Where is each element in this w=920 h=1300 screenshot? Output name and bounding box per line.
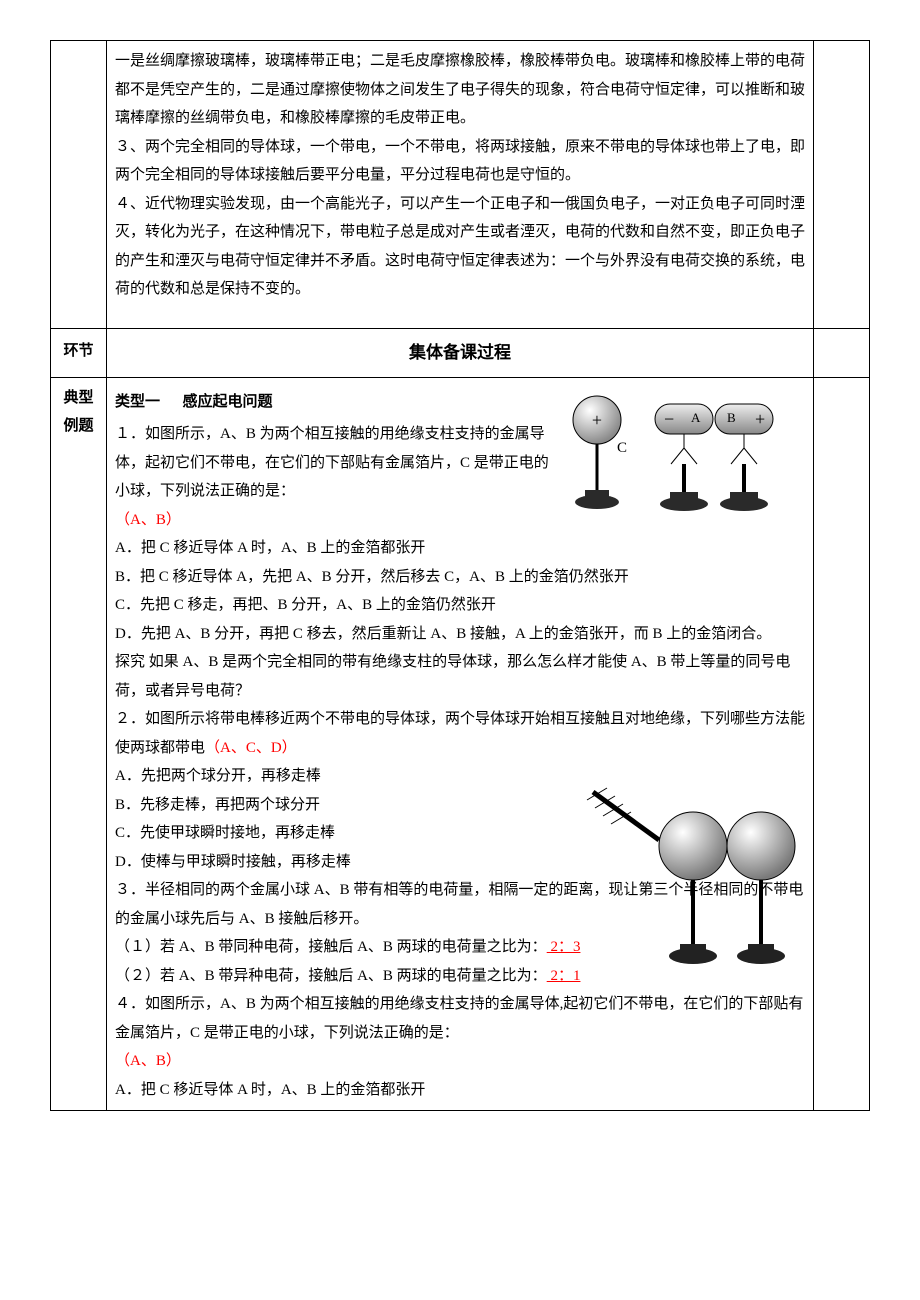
fig1-minus: − bbox=[664, 409, 674, 429]
q2-b: B．先移走棒，再把两个球分开 bbox=[115, 791, 575, 820]
upper-right-cell bbox=[814, 41, 870, 329]
header-center: 集体备课过程 bbox=[107, 328, 814, 377]
row-upper: 一是丝绸摩擦玻璃棒，玻璃棒带正电；二是毛皮摩擦橡胶棒，橡胶棒带负电。玻璃棒和橡胶… bbox=[51, 41, 870, 329]
type1-title-a: 类型一 bbox=[115, 394, 160, 410]
q2-d: D．使棒与甲球瞬时接触，再移走棒 bbox=[115, 848, 575, 877]
upper-p2: ３、两个完全相同的导体球，一个带电，一个不带电，将两球接触，原来不带电的导体球也… bbox=[115, 133, 805, 190]
upper-p3: ４、近代物理实验发现，由一个高能光子，可以产生一个正电子和一俄国负电子，一对正负… bbox=[115, 190, 805, 304]
lower-label: 典型 例题 bbox=[51, 377, 107, 1111]
q1-stem: １．如图所示，A、B 为两个相互接触的用绝缘支柱支持的金属导体，起初它们不带电，… bbox=[115, 420, 555, 506]
upper-left-cell bbox=[51, 41, 107, 329]
q4-ans: （A、B） bbox=[115, 1047, 805, 1076]
fig1-label-b: B bbox=[727, 410, 736, 425]
lower-right-cell bbox=[814, 377, 870, 1111]
upper-p1: 一是丝绸摩擦玻璃棒，玻璃棒带正电；二是毛皮摩擦橡胶棒，橡胶棒带负电。玻璃棒和橡胶… bbox=[115, 47, 805, 133]
q2-a: A．先把两个球分开，再移走棒 bbox=[115, 762, 575, 791]
q1-d: D．先把 A、B 分开，再把 C 移去，然后重新让 A、B 接触，A 上的金箔张… bbox=[115, 620, 805, 649]
row-lower: 典型 例题 bbox=[51, 377, 870, 1111]
figure-1: + C − A bbox=[563, 390, 803, 520]
q2-ans: （A、C、D） bbox=[205, 740, 297, 756]
document-table: 一是丝绸摩擦玻璃棒，玻璃棒带正电；二是毛皮摩擦橡胶棒，橡胶棒带负电。玻璃棒和橡胶… bbox=[50, 40, 870, 1111]
figure-2 bbox=[583, 786, 803, 976]
fig1-label-a: A bbox=[691, 410, 701, 425]
row-header: 环节 集体备课过程 bbox=[51, 328, 870, 377]
q2-c: C．先使甲球瞬时接地，再移走棒 bbox=[115, 819, 575, 848]
type1-title-b: 感应起电问题 bbox=[183, 394, 273, 410]
fig1-label-c: C bbox=[617, 440, 627, 456]
q3-2a: （２）若 A、B 带异种电荷，接触后 A、B 两球的电荷量之比为： bbox=[115, 968, 547, 984]
fig1-plus-c: + bbox=[592, 410, 602, 430]
q1-c: C．先把 C 移走，再把、B 分开，A、B 上的金箔仍然张开 bbox=[115, 591, 805, 620]
q2-stem: ２．如图所示将带电棒移近两个不带电的导体球，两个导体球开始相互接触且对地绝缘，下… bbox=[115, 705, 805, 762]
q1-a: A．把 C 移近导体 A 时，A、B 上的金箔都张开 bbox=[115, 534, 805, 563]
q1-followup: 探究 如果 A、B 是两个完全相同的带有绝缘支柱的导体球，那么怎么样才能使 A、… bbox=[115, 648, 805, 705]
q3-2ans: 2：1 bbox=[547, 968, 581, 984]
q4-stem: ４．如图所示，A、B 为两个相互接触的用绝缘支柱支持的金属导体,起初它们不带电，… bbox=[115, 990, 805, 1047]
fig1-plus-b: + bbox=[755, 409, 765, 429]
q1-b: B．把 C 移近导体 A，先把 A、B 分开，然后移去 C，A、B 上的金箔仍然… bbox=[115, 563, 805, 592]
upper-content-cell: 一是丝绸摩擦玻璃棒，玻璃棒带正电；二是毛皮摩擦橡胶棒，橡胶棒带负电。玻璃棒和橡胶… bbox=[107, 41, 814, 329]
header-right bbox=[814, 328, 870, 377]
content-block: + C − A bbox=[115, 388, 805, 1105]
q3-1a: （１）若 A、B 带同种电荷，接触后 A、B 两球的电荷量之比为： bbox=[115, 939, 547, 955]
q4-a: A．把 C 移近导体 A 时，A、B 上的金箔都张开 bbox=[115, 1076, 805, 1105]
q3-1ans: 2：3 bbox=[547, 939, 581, 955]
header-left: 环节 bbox=[51, 328, 107, 377]
lower-content-cell: + C − A bbox=[107, 377, 814, 1111]
